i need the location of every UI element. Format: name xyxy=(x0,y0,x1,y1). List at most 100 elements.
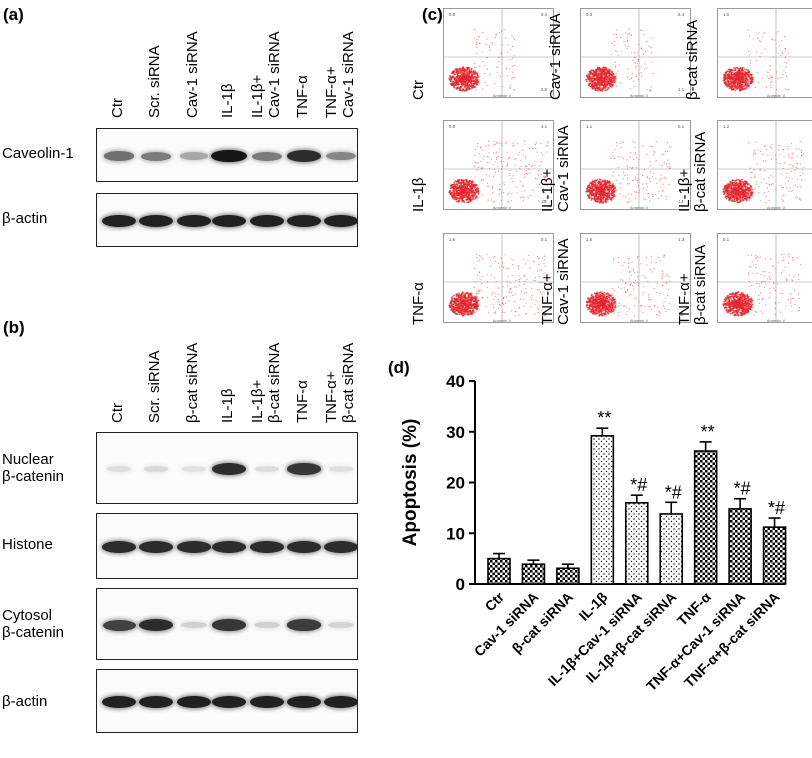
flow-quadrant-value: 0.5 xyxy=(449,12,456,17)
blot-band xyxy=(141,151,171,161)
flow-plot-label: Cav-1 siRNA xyxy=(547,13,564,100)
blot-label: Cytosol β-catenin xyxy=(2,607,64,641)
lane-label: TNF-α xyxy=(294,75,311,118)
lane-label: IL-1β+ β-cat siRNA xyxy=(249,342,283,423)
lane-label: IL-1β xyxy=(219,83,236,118)
lane-label: TNF-α xyxy=(294,380,311,423)
blot-band xyxy=(181,622,207,628)
blot-band xyxy=(323,541,357,553)
significance-marker: *# xyxy=(768,498,785,518)
blot-band xyxy=(286,214,322,228)
flow-plot-label: β-cat siRNA xyxy=(684,19,701,100)
category-label: Ctr xyxy=(481,588,507,614)
flow-plot: Annexin V 1.1 0.1 14 xyxy=(580,120,691,210)
bar xyxy=(659,513,684,585)
blot-band xyxy=(254,622,280,628)
flow-axis-caption: Annexin V xyxy=(630,318,649,323)
lane-label: Cav-1 siRNA xyxy=(184,31,201,118)
flow-quadrant-value: 0.1 xyxy=(541,237,548,242)
lane-label: Ctr xyxy=(109,403,126,423)
y-tick-label: 0 xyxy=(456,575,465,594)
flow-quadrant-value: 0.3 xyxy=(586,12,593,17)
blot-band xyxy=(180,152,208,160)
flow-axis-caption: Annexin V xyxy=(630,205,649,210)
blot-label: β-actin xyxy=(2,693,48,710)
blot-label: Nuclear β-catenin xyxy=(2,451,64,485)
blot-band xyxy=(181,466,207,472)
blot-band xyxy=(286,541,322,553)
flow-plot: Annexin V1.00.43.1 xyxy=(717,8,812,98)
bar xyxy=(693,450,718,585)
blot-band xyxy=(211,149,247,163)
lane-label: TNF-α+ β-cat siRNA xyxy=(323,342,357,423)
flow-plot: Annexin V0.10.38 xyxy=(717,233,812,323)
blot-band xyxy=(328,466,354,472)
blot-band xyxy=(101,695,137,709)
flow-quadrant-value: 2.4 xyxy=(678,12,685,17)
flow-quadrant-value: 2.5 xyxy=(541,87,548,92)
flow-quadrant-value: 0.1 xyxy=(678,124,685,129)
blot-band xyxy=(138,214,174,228)
blot-band xyxy=(106,466,132,472)
flow-quadrant-value: 4.1 xyxy=(541,124,548,129)
flow-quadrant-value: 1.6 xyxy=(449,237,456,242)
flow-plot-label: TNF-α+ Cav-1 siRNA xyxy=(539,238,572,325)
flow-plot-label: TNF-α+ β-cat siRNA xyxy=(676,244,709,325)
flow-quadrant-value: 1.1 xyxy=(678,87,685,92)
lane-label: Ctr xyxy=(109,98,126,118)
flow-quadrant-value: 25 xyxy=(541,199,547,204)
blot-band xyxy=(328,622,354,628)
blot-label: Caveolin-1 xyxy=(2,145,74,162)
blot-band xyxy=(211,463,247,475)
flow-axis-caption: Annexin V xyxy=(493,318,512,323)
blot-band xyxy=(323,214,357,228)
blot-band xyxy=(211,541,247,553)
lane-label: TNF-α+ Cav-1 siRNA xyxy=(323,31,357,118)
flow-quadrant-value: 0.8 xyxy=(449,124,456,129)
flow-plot: Annexin V 0.5 0.4 2.5 xyxy=(443,8,554,98)
lane-label: Scr. siRNA xyxy=(146,350,163,423)
blot-band xyxy=(287,619,321,631)
blot-band xyxy=(101,214,137,228)
flow-quadrant-value: 13 xyxy=(678,312,684,317)
significance-marker: *# xyxy=(734,479,751,499)
blot-band xyxy=(211,695,247,709)
flow-plot-label: IL-1β+ Cav-1 siRNA xyxy=(539,125,572,212)
flow-quadrant-value: 0.1 xyxy=(723,237,730,242)
flow-quadrant-value: 1.0 xyxy=(723,12,730,17)
y-tick-label: 30 xyxy=(446,423,465,442)
panel-d-label: (d) xyxy=(388,358,410,377)
significance-marker: ** xyxy=(597,408,611,428)
blot-band xyxy=(138,695,174,709)
flow-plot-label: IL-1β xyxy=(410,177,427,212)
blot-band xyxy=(287,463,321,475)
bar xyxy=(590,435,615,585)
flow-quadrant-value: 1.6 xyxy=(586,237,593,242)
flow-plot-label: TNF-α xyxy=(410,282,427,325)
panel-a-label: (a) xyxy=(3,5,24,24)
blot-band xyxy=(249,541,285,553)
blot-band xyxy=(138,541,174,553)
lane-label: IL-1β xyxy=(219,388,236,423)
flow-quadrant-value: 1.1 xyxy=(586,124,593,129)
lane-label: β-cat siRNA xyxy=(184,342,201,423)
panel-b-label: (b) xyxy=(3,318,25,337)
blot-band xyxy=(326,151,356,161)
blot-membrane xyxy=(96,513,358,579)
flow-plot: Annexin V 1.6 0.1 22 xyxy=(443,233,554,323)
significance-marker: *# xyxy=(630,475,647,495)
blot-band xyxy=(249,214,285,228)
blot-label: Histone xyxy=(2,536,53,553)
flow-plot-label: Ctr xyxy=(410,80,427,100)
bar xyxy=(624,502,649,585)
blot-membrane xyxy=(96,669,358,733)
bar xyxy=(556,567,580,585)
flow-axis-caption: Annexin V xyxy=(767,93,786,98)
y-axis-label: Apoptosis (%) xyxy=(400,419,421,547)
flow-quadrant-value: 0.4 xyxy=(541,12,548,17)
blot-band xyxy=(211,214,247,228)
flow-quadrant-value: 14 xyxy=(678,199,684,204)
significance-marker: ** xyxy=(701,422,715,442)
blot-band xyxy=(212,619,246,631)
